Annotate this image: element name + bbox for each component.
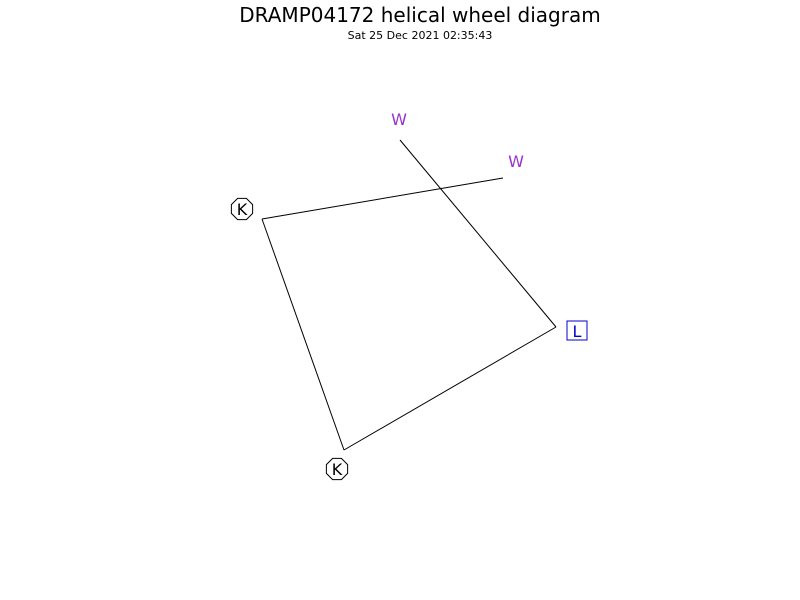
- wheel-connections: [261, 139, 557, 451]
- diagram-title: DRAMP04172 helical wheel diagram: [239, 3, 600, 27]
- diagram-timestamp: Sat 25 Dec 2021 02:35:43: [348, 29, 493, 42]
- residue-label: L: [573, 322, 582, 341]
- connection-line: [343, 326, 557, 451]
- connection-line: [261, 218, 345, 451]
- residue-label: W: [391, 110, 407, 129]
- residue-l-5: L: [566, 320, 588, 341]
- residue-layer: W W K K L: [230, 110, 588, 481]
- residue-label: W: [508, 152, 524, 171]
- residue-label: K: [332, 460, 343, 479]
- square-marker: [566, 320, 588, 341]
- residue-w-1: W: [391, 110, 407, 129]
- residue-label: K: [237, 200, 248, 219]
- residue-k-3: K: [230, 197, 254, 221]
- connection-line: [261, 177, 504, 220]
- octagon-marker: [325, 457, 349, 481]
- octagon-marker: [230, 197, 254, 221]
- residue-w-2: W: [508, 152, 524, 171]
- connection-line: [399, 139, 557, 328]
- residue-k-4: K: [325, 457, 349, 481]
